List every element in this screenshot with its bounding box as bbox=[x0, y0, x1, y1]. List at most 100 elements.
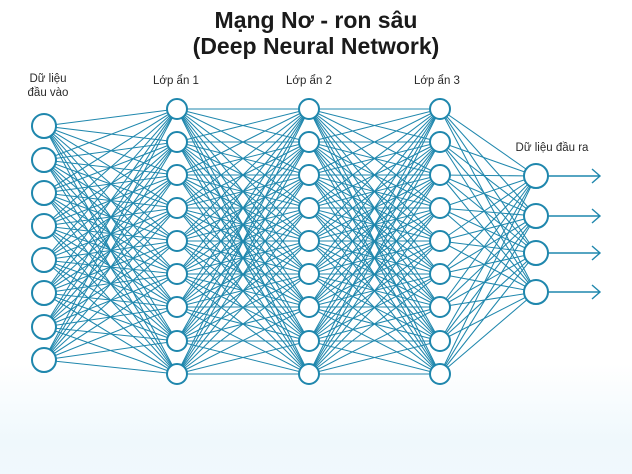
connection-line bbox=[439, 291, 537, 375]
hidden-2-neuron bbox=[298, 263, 320, 285]
connection-line bbox=[308, 108, 441, 375]
connection-line bbox=[43, 240, 178, 361]
connection-line bbox=[43, 340, 178, 361]
hidden-2-neuron bbox=[298, 296, 320, 318]
connection-line bbox=[439, 108, 537, 177]
hidden-2-neuron bbox=[298, 98, 320, 120]
connection-line bbox=[176, 108, 310, 209]
connection-line bbox=[43, 108, 178, 328]
hidden-3-neuron bbox=[429, 330, 451, 352]
hidden-2-neuron bbox=[298, 131, 320, 153]
connection-line bbox=[43, 108, 178, 127]
connection-line bbox=[439, 141, 537, 293]
connection-line bbox=[308, 306, 441, 375]
connection-line bbox=[176, 340, 310, 375]
hidden-1-neuron bbox=[166, 330, 188, 352]
connection-line bbox=[176, 108, 310, 275]
connection-line bbox=[308, 174, 441, 375]
connection-line bbox=[43, 108, 178, 227]
connection-line bbox=[439, 175, 537, 375]
connection-line bbox=[439, 141, 537, 254]
connection-line bbox=[176, 108, 310, 176]
connection-line bbox=[439, 141, 537, 177]
connection-line bbox=[439, 175, 537, 242]
connection-line bbox=[439, 215, 537, 308]
connection-line bbox=[308, 108, 441, 143]
connection-line bbox=[439, 207, 537, 254]
hidden-layer-1-label: Lớp ẩn 1 bbox=[153, 75, 199, 87]
connection-line bbox=[439, 174, 537, 177]
hidden-2-neuron bbox=[298, 197, 320, 219]
connection-line bbox=[308, 273, 441, 375]
output-neuron bbox=[523, 163, 549, 189]
connection-line bbox=[439, 207, 537, 217]
connection-line bbox=[308, 207, 441, 375]
diagram-subtitle: (Deep Neural Network) bbox=[192, 33, 440, 59]
hidden-3-neuron bbox=[429, 131, 451, 153]
hidden-2-neuron bbox=[298, 363, 320, 385]
input-neuron bbox=[31, 347, 57, 373]
hidden-1-neuron bbox=[166, 296, 188, 318]
connection-line bbox=[439, 207, 537, 293]
connection-line bbox=[176, 306, 310, 375]
output-arrow-icon bbox=[548, 284, 602, 300]
input-layer-label: Dữ liệu đầu vào bbox=[18, 72, 78, 100]
connection-line bbox=[43, 108, 178, 161]
connection-line bbox=[439, 291, 537, 342]
output-arrow-icon bbox=[548, 208, 602, 224]
input-neuron bbox=[31, 247, 57, 273]
hidden-1-neuron bbox=[166, 363, 188, 385]
input-neuron bbox=[31, 180, 57, 206]
input-neuron bbox=[31, 314, 57, 340]
connection-line bbox=[176, 141, 310, 375]
hidden-3-neuron bbox=[429, 363, 451, 385]
connection-line bbox=[439, 273, 537, 293]
output-neuron bbox=[523, 240, 549, 266]
input-layer-label-line2: đầu vào bbox=[27, 87, 69, 99]
connection-line bbox=[43, 359, 178, 375]
connection-line bbox=[43, 108, 178, 294]
input-neuron bbox=[31, 213, 57, 239]
connection-line bbox=[439, 215, 537, 242]
connection-line bbox=[439, 215, 537, 342]
hidden-3-neuron bbox=[429, 263, 451, 285]
hidden-layer-2-label: Lớp ẩn 2 bbox=[286, 75, 332, 87]
hidden-1-neuron bbox=[166, 263, 188, 285]
connection-line bbox=[439, 175, 537, 308]
output-neuron bbox=[523, 203, 549, 229]
input-neuron bbox=[31, 280, 57, 306]
connection-line bbox=[439, 252, 537, 342]
connection-line bbox=[439, 215, 537, 275]
connection-line bbox=[308, 240, 441, 375]
output-neuron bbox=[523, 279, 549, 305]
hidden-3-neuron bbox=[429, 296, 451, 318]
connection-line bbox=[308, 108, 441, 209]
diagram-title: Mạng Nơ - ron sâu bbox=[214, 7, 418, 33]
connection-line bbox=[176, 108, 310, 143]
connection-line bbox=[176, 108, 310, 242]
hidden-layer-3-label: Lớp ẩn 3 bbox=[414, 75, 460, 87]
connection-line bbox=[43, 108, 178, 261]
hidden-1-neuron bbox=[166, 164, 188, 186]
connection-line bbox=[439, 175, 537, 275]
connection-line bbox=[439, 240, 537, 254]
connection-line bbox=[308, 141, 441, 375]
connection-line bbox=[308, 108, 441, 342]
connection-line bbox=[176, 207, 310, 375]
output-arrow-icon bbox=[548, 168, 602, 184]
hidden-1-neuron bbox=[166, 98, 188, 120]
connection-line bbox=[439, 215, 537, 375]
connection-line bbox=[176, 108, 310, 375]
connection-line bbox=[176, 240, 310, 375]
connection-line bbox=[43, 273, 178, 361]
output-arrows bbox=[548, 168, 602, 300]
hidden-1-neuron bbox=[166, 230, 188, 252]
connection-line bbox=[308, 108, 441, 275]
connection-line bbox=[439, 240, 537, 293]
hidden-3-neuron bbox=[429, 164, 451, 186]
hidden-2-neuron bbox=[298, 164, 320, 186]
connection-line bbox=[439, 291, 537, 308]
connection-line bbox=[43, 141, 178, 361]
connection-line bbox=[176, 108, 310, 308]
